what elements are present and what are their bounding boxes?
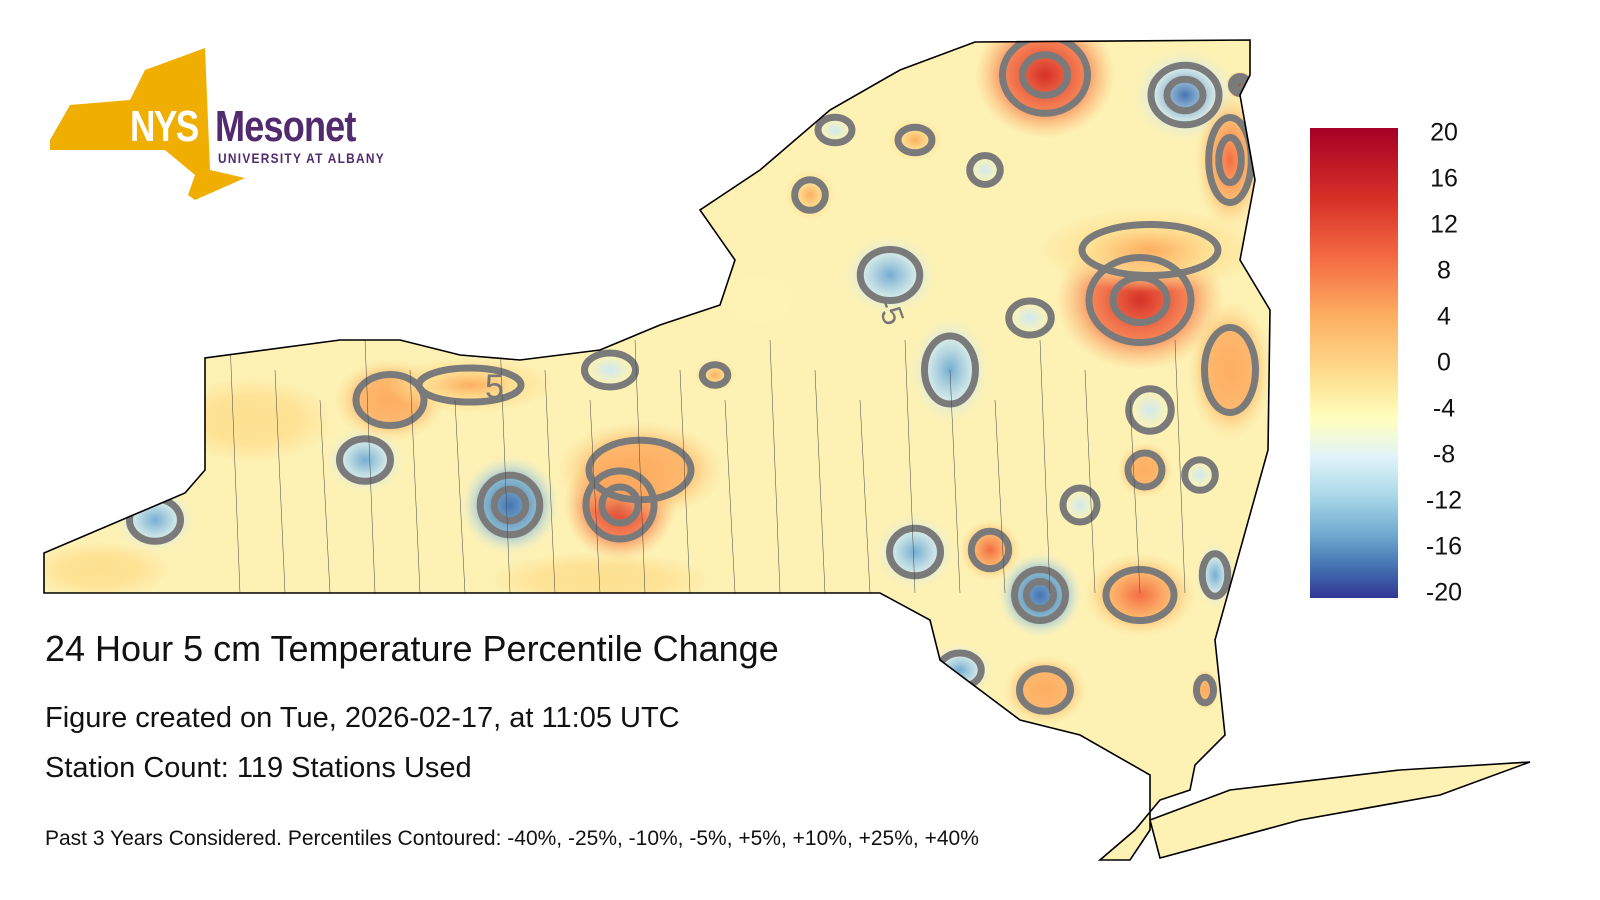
colorbar-tick: 8	[1437, 256, 1451, 285]
created-timestamp: Figure created on Tue, 2026-02-17, at 11…	[45, 702, 680, 734]
county-border	[364, 339, 376, 594]
contour-line	[1005, 297, 1055, 339]
shaded-anomaly	[998, 553, 1082, 637]
county-border	[454, 399, 466, 594]
county-border	[949, 369, 961, 594]
county-border	[634, 339, 646, 594]
contour-line	[1147, 61, 1223, 129]
shaded-anomaly	[873, 512, 957, 592]
contour-line	[967, 527, 1013, 573]
county-border	[994, 399, 1006, 594]
colorbar-tick: 0	[1437, 348, 1451, 377]
county-border	[544, 369, 556, 594]
contour-line	[1011, 566, 1069, 624]
shaded-anomaly	[386, 357, 554, 413]
contour-line	[1102, 566, 1178, 624]
county-border	[769, 339, 781, 594]
colorbar-tick: -12	[1425, 486, 1463, 515]
contour-line	[894, 123, 936, 157]
shaded-anomaly	[44, 542, 170, 598]
footnote: Past 3 Years Considered. Percentiles Con…	[45, 827, 979, 850]
county-border	[1084, 369, 1096, 594]
shaded-anomaly	[704, 258, 816, 342]
contour-label: 5	[485, 368, 504, 406]
colorbar-tick: 12	[1430, 210, 1458, 239]
contour-line	[582, 467, 658, 543]
shaded-anomaly	[975, 40, 1115, 138]
contour-line	[791, 176, 829, 214]
contour-line	[415, 364, 525, 406]
contour-line	[352, 371, 428, 429]
contour-line	[1215, 134, 1245, 186]
contour-line	[999, 40, 1091, 117]
contours	[126, 40, 1259, 715]
county-border	[409, 369, 421, 594]
shaded-anomaly	[841, 233, 939, 317]
contour-line	[1023, 578, 1057, 612]
colorbar-tick: -8	[1432, 440, 1456, 469]
shaded-anomaly	[1084, 553, 1196, 637]
logo	[50, 48, 245, 200]
shaded-anomaly	[166, 378, 334, 462]
contour-line	[1059, 484, 1101, 526]
contour-line	[490, 485, 530, 525]
contour-line	[921, 332, 979, 408]
county-border	[859, 399, 871, 594]
colorbar-tick: -4	[1432, 394, 1456, 423]
colorbar	[1310, 128, 1398, 598]
county-border	[274, 369, 286, 594]
contour-line	[585, 436, 695, 504]
contour-line	[1163, 75, 1207, 115]
contour-line	[581, 349, 639, 391]
colorbar-tick: 4	[1437, 302, 1451, 331]
contour-line	[1016, 665, 1074, 715]
colorbar-tick: 16	[1430, 164, 1458, 193]
county-border	[1129, 399, 1141, 594]
logo-state-shape	[50, 48, 245, 200]
county-border	[724, 399, 736, 594]
shaded-anomaly	[461, 456, 559, 554]
contour-line	[1019, 51, 1071, 99]
county-border	[589, 399, 601, 594]
county-border	[319, 399, 331, 594]
county-border	[1174, 339, 1186, 594]
contour-line	[1181, 456, 1219, 494]
contour-line	[856, 246, 924, 304]
colorbar-tick: -20	[1425, 578, 1463, 607]
station-count: Station Count: 119 Stations Used	[45, 752, 472, 784]
figure-title: 24 Hour 5 cm Temperature Percentile Chan…	[45, 628, 779, 669]
contour-line	[1124, 449, 1166, 491]
contour-line	[966, 152, 1004, 188]
county-border	[679, 369, 691, 594]
contour-line	[1078, 221, 1222, 279]
contour-line	[1201, 324, 1259, 416]
contour-line	[336, 435, 394, 485]
shaded-anomaly	[1188, 300, 1272, 440]
county-border	[499, 339, 511, 594]
shaded-anomaly	[1003, 655, 1087, 725]
contour-line	[476, 471, 544, 539]
contour-line	[1193, 673, 1217, 707]
shaded-anomaly	[323, 425, 407, 495]
logo-university: UNIVERSITY AT ALBANY	[218, 150, 385, 166]
county-border	[1039, 339, 1051, 594]
contour-line	[698, 361, 732, 389]
colorbar-tick: 20	[1430, 118, 1458, 147]
contour-line	[814, 113, 856, 147]
county-border	[229, 339, 241, 594]
contour-line	[1125, 385, 1175, 435]
logo-mesonet: Mesonet	[215, 102, 356, 151]
contour-line	[1085, 254, 1195, 346]
shaded-anomaly	[1038, 208, 1262, 292]
county-border	[814, 369, 826, 594]
shaded-anomaly	[488, 552, 712, 608]
contour-line	[1198, 550, 1232, 600]
county-border	[904, 339, 916, 594]
logo-nys: NYS	[130, 102, 199, 151]
colorbar-tick: -16	[1425, 532, 1463, 561]
contour-line	[886, 524, 944, 580]
contour-line	[598, 483, 642, 527]
